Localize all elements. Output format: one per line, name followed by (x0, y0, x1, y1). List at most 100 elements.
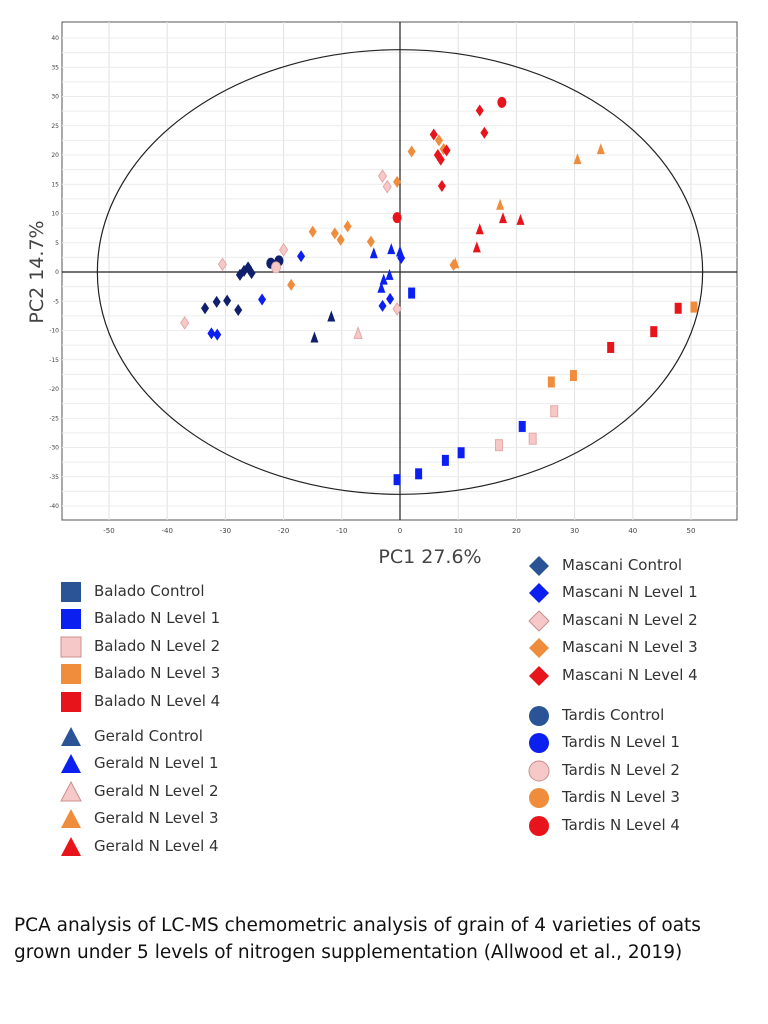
confidence-ellipse (96, 49, 704, 495)
point-gerald-control (327, 310, 336, 322)
point-mascani-n-level-3 (366, 235, 375, 248)
point-tardis-n-level-4 (497, 96, 507, 108)
legend-circle-symbol (528, 815, 550, 837)
x-tick-label: -50 (103, 527, 114, 535)
point-gerald-n-level-1 (377, 281, 386, 293)
point-mascani-n-level-4 (437, 180, 446, 193)
point-mascani-n-level-2 (278, 242, 289, 257)
legend-label: Mascani N Level 4 (562, 665, 698, 684)
point-tardis-n-level-4 (392, 212, 402, 224)
point-mascani-n-level-1 (397, 251, 406, 264)
y-axis-title: PC2 14.7% (26, 220, 48, 323)
legend-label: Tardis Control (562, 706, 665, 724)
point-mascani-control (201, 302, 210, 315)
legend-diamond-symbol (528, 665, 550, 687)
x-tick-label: -40 (161, 527, 172, 535)
point-gerald-n-level-4 (472, 241, 481, 253)
legend-triangle-symbol (60, 753, 82, 775)
x-tick-label: -20 (278, 527, 289, 535)
point-mascani-n-level-1 (207, 327, 216, 340)
point-gerald-n-level-1 (385, 268, 394, 280)
legend-diamond-symbol (528, 582, 550, 604)
legend-label: Tardis N Level 3 (562, 788, 680, 807)
legend-circle-symbol (528, 732, 550, 754)
legend-label: Gerald N Level 4 (94, 836, 219, 855)
point-mascani-n-level-3 (434, 134, 443, 147)
legend-label: Balado N Level 1 (94, 609, 221, 628)
y-tick-label: -15 (49, 357, 59, 364)
legend-label: Gerald N Level 3 (94, 809, 219, 828)
point-mascani-n-level-2 (392, 301, 402, 316)
legend-label: Balado N Level 4 (94, 691, 221, 710)
pca-chart: -50 -40 -30 -20 -10 0 10 20 30 40 5040353025201510… (26, 21, 738, 568)
y-tick-label: -35 (49, 474, 59, 481)
point-gerald-n-level-2 (353, 325, 363, 339)
point-mascani-n-level-2 (382, 179, 392, 194)
point-mascani-n-level-3 (343, 220, 352, 233)
point-tardis-n-level-2 (271, 261, 282, 274)
point-mascani-control (234, 304, 243, 317)
y-tick-label: -5 (53, 298, 59, 305)
point-mascani-n-level-3 (407, 145, 416, 158)
legend-label: Gerald N Level 2 (94, 781, 219, 800)
legend-triangle-symbol (60, 808, 82, 830)
y-tick-label: 25 (51, 123, 59, 130)
point-gerald-n-level-1 (369, 247, 378, 259)
y-tick-label: -40 (49, 503, 59, 510)
point-balado-n-level-1 (441, 454, 449, 466)
point-mascani-control (212, 295, 221, 308)
x-tick-label: 0 (398, 527, 402, 535)
point-mascani-n-level-4 (436, 153, 445, 166)
point-mascani-n-level-3 (336, 233, 345, 246)
legend-label: Tardis N Level 1 (562, 733, 680, 752)
y-tick-label: 40 (51, 35, 59, 42)
x-tick-label: 10 (454, 527, 463, 535)
point-balado-n-level-1 (408, 287, 416, 299)
x-tick-label: -10 (336, 527, 347, 535)
point-mascani-n-level-1 (297, 250, 306, 263)
x-tick-label: 30 (570, 527, 579, 535)
point-balado-n-level-4 (607, 341, 615, 353)
legend-label: Gerald Control (94, 726, 203, 745)
point-gerald-n-level-4 (499, 212, 508, 224)
legend-diamond-symbol (528, 610, 550, 632)
point-mascani-n-level-3 (330, 227, 339, 240)
point-mascani-control (247, 267, 256, 280)
y-tick-label: 10 (51, 211, 59, 218)
legend-label: Balado N Level 2 (94, 636, 221, 655)
point-balado-n-level-3 (569, 370, 577, 382)
legend-diamond-symbol (528, 637, 550, 659)
point-balado-n-level-2 (528, 432, 537, 445)
x-tick-label: 40 (628, 527, 637, 535)
legend-circle-symbol (528, 787, 550, 809)
legend-label: Mascani N Level 3 (562, 638, 698, 657)
y-tick-label: -10 (49, 328, 59, 335)
point-gerald-n-level-4 (516, 213, 525, 225)
point-mascani-n-level-4 (442, 144, 451, 157)
legend-label: Balado N Level 3 (94, 664, 221, 683)
point-balado-n-level-1 (415, 468, 423, 480)
legend-circle-symbol (528, 705, 550, 727)
legend-label: Balado Control (94, 582, 205, 600)
point-mascani-n-level-1 (258, 293, 267, 306)
y-tick-label: 30 (51, 94, 59, 101)
legend-label: Tardis N Level 2 (562, 760, 680, 779)
legend-label: Mascani N Level 2 (562, 610, 698, 629)
y-tick-label: 15 (51, 181, 59, 188)
point-balado-n-level-4 (674, 302, 682, 314)
point-gerald-n-level-3 (596, 143, 605, 155)
x-axis-title: PC1 27.6% (378, 546, 481, 568)
point-gerald-n-level-3 (573, 153, 582, 165)
point-mascani-n-level-2 (377, 169, 388, 183)
point-mascani-n-level-4 (475, 104, 484, 117)
point-balado-n-level-1 (457, 447, 465, 459)
y-tick-label: -30 (49, 445, 59, 452)
legend-label: Mascani Control (562, 556, 683, 574)
point-mascani-n-level-3 (308, 225, 317, 238)
y-tick-label: 20 (51, 152, 59, 159)
legend-square-symbol (60, 691, 82, 713)
point-mascani-n-level-3 (449, 258, 458, 271)
point-mascani-n-level-3 (287, 278, 296, 291)
point-gerald-n-level-4 (475, 223, 484, 235)
point-mascani-n-level-1 (378, 299, 387, 312)
